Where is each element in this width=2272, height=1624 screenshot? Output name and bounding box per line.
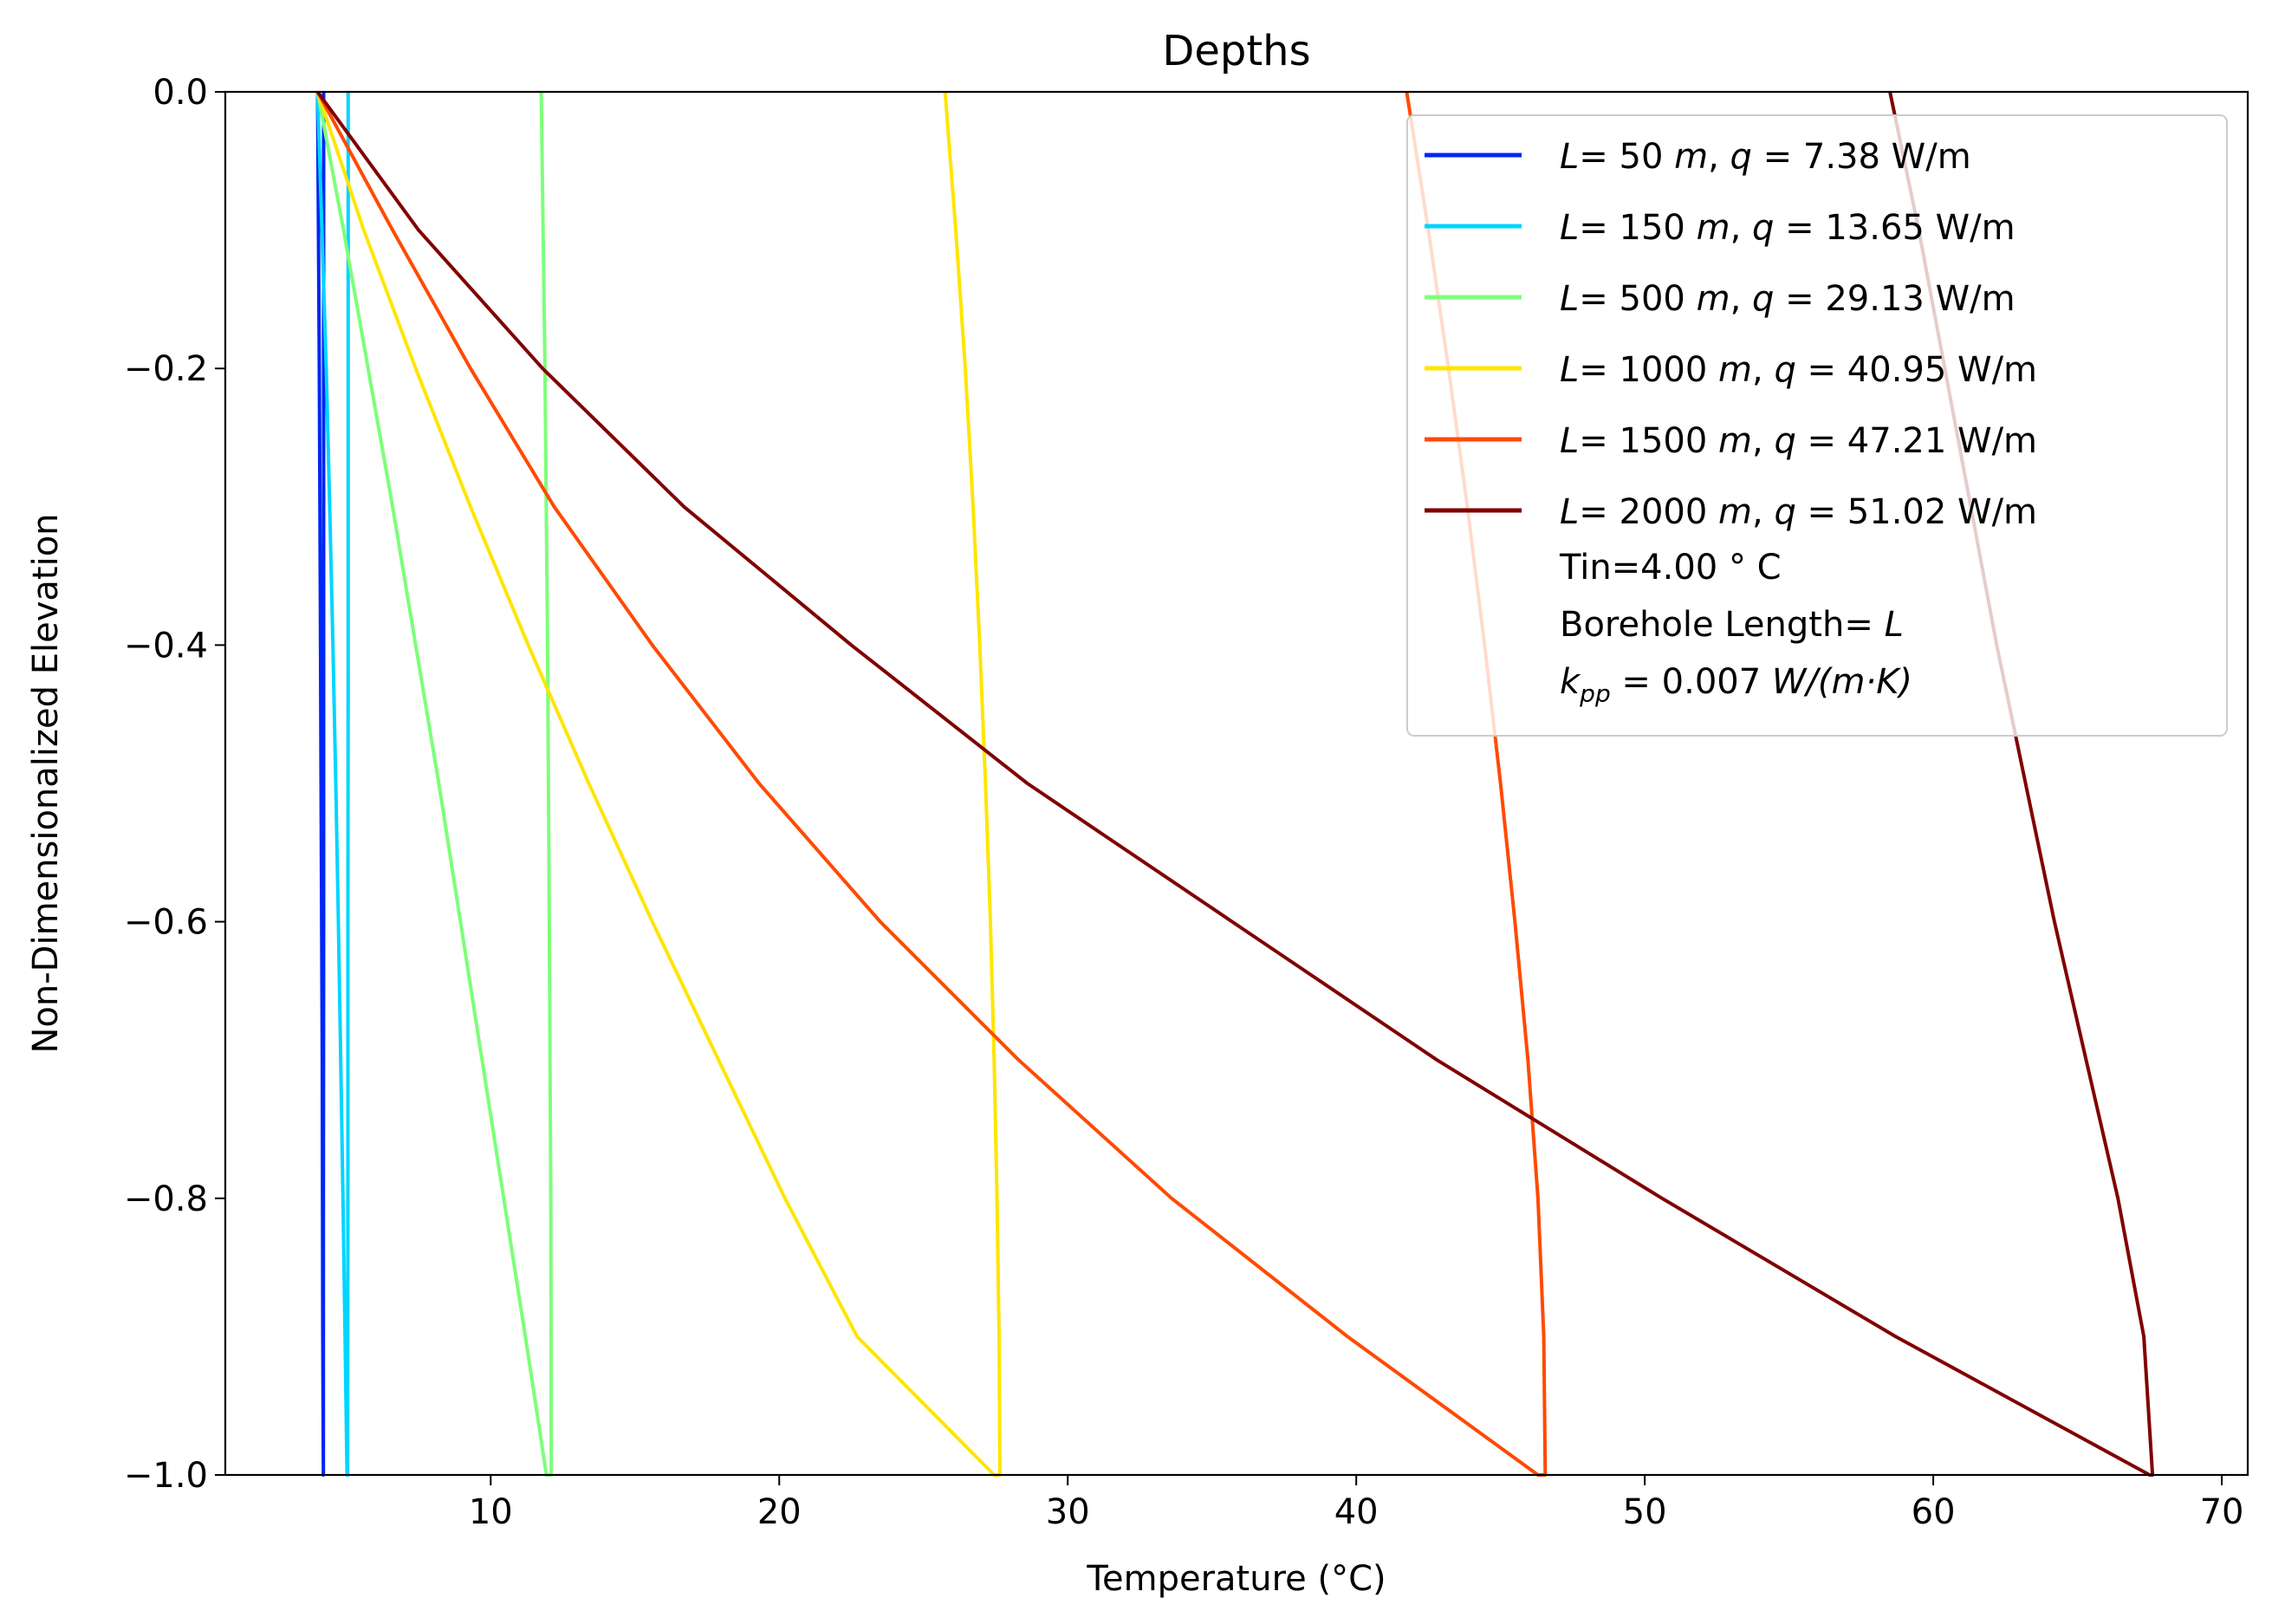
legend-label-sep: ,	[1708, 137, 1730, 177]
legend-label-5: L= 2000 m, q = 51.02 W/m	[1560, 492, 2037, 532]
legend-label-L: L	[1560, 350, 1579, 390]
legend-label-q: q	[1752, 208, 1774, 248]
legend-label-q-value: = 13.65 W/m	[1774, 208, 2015, 248]
x-tick-label: 60	[1912, 1492, 1956, 1532]
legend-label-L: L	[1560, 279, 1579, 319]
series-line-1	[315, 91, 350, 1477]
legend-label-q: q	[1774, 350, 1795, 390]
x-axis-label: Temperature (°C)	[1086, 1559, 1386, 1599]
legend-label-2: L= 500 m, q = 29.13 W/m	[1560, 279, 2016, 319]
series-line-0	[315, 91, 326, 1477]
y-tick-label: −0.4	[124, 626, 208, 666]
legend-entries: L= 50 m, q = 7.38 W/mL= 150 m, q = 13.65…	[1425, 137, 2037, 532]
legend-label-L-value: = 1000	[1579, 350, 1718, 390]
legend: L= 50 m, q = 7.38 W/mL= 150 m, q = 13.65…	[1406, 114, 2228, 737]
legend-label-m: m	[1718, 492, 1752, 532]
legend-label-sep: ,	[1752, 350, 1774, 390]
legend-label-q-value: = 51.02 W/m	[1796, 492, 2037, 532]
legend-label-4: L= 1500 m, q = 47.21 W/m	[1560, 421, 2037, 461]
legend-label-sep: ,	[1730, 208, 1752, 248]
legend-label-q-value: = 29.13 W/m	[1774, 279, 2015, 319]
legend-label-L-value: = 1500	[1579, 421, 1718, 461]
legend-note-tin: Tin=4.00 ° C	[1559, 548, 1782, 588]
legend-label-m: m	[1718, 350, 1752, 390]
legend-note-borehole-var: L	[1885, 605, 1904, 645]
legend-frame	[1406, 114, 2228, 737]
x-tick-label: 30	[1046, 1492, 1090, 1532]
legend-label-sep: ,	[1752, 421, 1774, 461]
y-tick-label: −1.0	[124, 1456, 208, 1496]
legend-label-L: L	[1560, 421, 1579, 461]
legend-label-L: L	[1560, 208, 1579, 248]
legend-label-q-value: = 40.95 W/m	[1796, 350, 2037, 390]
legend-label-3: L= 1000 m, q = 40.95 W/m	[1560, 350, 2037, 390]
legend-label-L: L	[1560, 492, 1579, 532]
x-tick-label: 50	[1623, 1492, 1667, 1532]
legend-label-m: m	[1718, 421, 1752, 461]
legend-label-q: q	[1730, 137, 1752, 177]
y-tick-label: 0.0	[153, 73, 208, 113]
legend-label-1: L= 150 m, q = 13.65 W/m	[1560, 208, 2016, 248]
legend-note-kpp: kpp = 0.007 W/(m·K)	[1560, 662, 1912, 708]
x-tick-label: 20	[757, 1492, 802, 1532]
series-line-2	[315, 91, 554, 1477]
legend-label-L-value: = 500	[1579, 279, 1696, 319]
y-axis: 0.0 −0.2 −0.4 −0.6 −0.8 −1.0	[124, 73, 225, 1496]
legend-label-sep: ,	[1752, 492, 1774, 532]
y-tick-label: −0.8	[124, 1179, 208, 1219]
y-tick-label: −0.2	[124, 349, 208, 389]
legend-label-sep: ,	[1730, 279, 1752, 319]
legend-label-q: q	[1774, 421, 1795, 461]
y-axis-label: Non-Dimensionalized Elevation	[26, 513, 66, 1053]
legend-note-kpp-k: k	[1560, 662, 1581, 702]
legend-label-m: m	[1697, 208, 1730, 248]
legend-note-kpp-sub: pp	[1579, 679, 1611, 708]
x-tick-label: 70	[2200, 1492, 2244, 1532]
legend-label-q: q	[1774, 492, 1795, 532]
x-tick-label: 40	[1334, 1492, 1379, 1532]
legend-label-q: q	[1752, 279, 1774, 319]
legend-label-L-value: = 2000	[1579, 492, 1718, 532]
legend-note-borehole: Borehole Length= L	[1560, 605, 1904, 645]
chart-title: Depths	[1162, 27, 1310, 75]
legend-note-borehole-prefix: Borehole Length=	[1560, 605, 1885, 645]
legend-note-kpp-value: = 0.007	[1611, 662, 1772, 702]
legend-label-q-value: = 7.38 W/m	[1752, 137, 1971, 177]
legend-label-m: m	[1697, 279, 1730, 319]
y-tick-label: −0.6	[124, 903, 208, 943]
legend-label-L-value: = 150	[1579, 208, 1696, 248]
plot-frame	[224, 90, 2249, 1477]
legend-label-L-value: = 50	[1579, 137, 1674, 177]
legend-label-L: L	[1560, 137, 1579, 177]
legend-label-m: m	[1674, 137, 1708, 177]
legend-label-0: L= 50 m, q = 7.38 W/m	[1560, 137, 1971, 177]
x-tick-label: 10	[469, 1492, 513, 1532]
x-axis: 10 20 30 40 50 60 70	[469, 1475, 2244, 1532]
legend-note-kpp-units: W/(m·K)	[1772, 662, 1912, 702]
legend-label-q-value: = 47.21 W/m	[1796, 421, 2037, 461]
